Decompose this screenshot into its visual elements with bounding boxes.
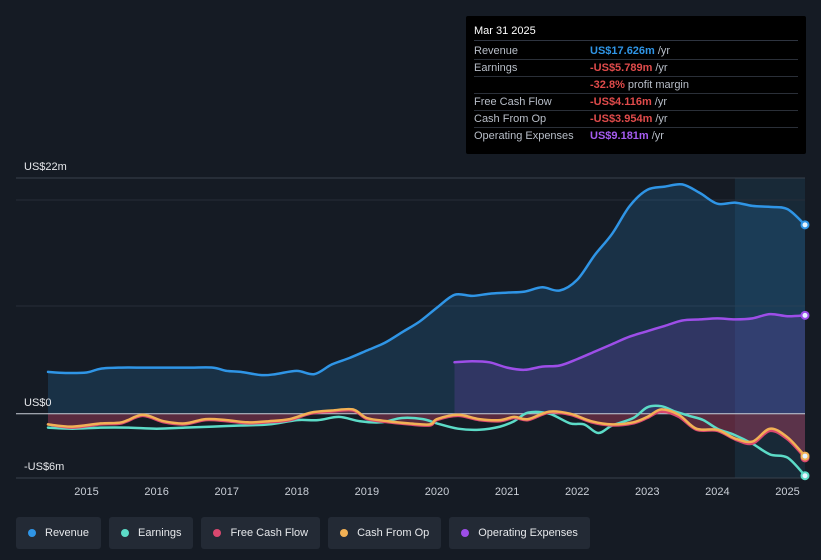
legend-dot-icon [213, 529, 222, 537]
x-tick-label: 2020 [425, 486, 449, 498]
y-axis-label-top: US$22m [24, 161, 67, 173]
chart-legend: Revenue Earnings Free Cash Flow Cash From O… [16, 517, 590, 549]
tooltip-value: US$9.181m [590, 130, 649, 142]
tooltip-value: US$17.626m [590, 45, 655, 57]
cash-from-op-line [46, 407, 807, 458]
earnings-endpoint [800, 471, 810, 481]
legend-item-free-cash-flow[interactable]: Free Cash Flow [201, 517, 321, 549]
tooltip-unit: /yr [657, 45, 671, 57]
x-tick-label: 2017 [214, 486, 238, 498]
tooltip-label: Revenue [474, 45, 519, 57]
tooltip-label [474, 77, 590, 93]
tooltip-label: Cash From Op [474, 113, 547, 125]
legend-label: Free Cash Flow [230, 527, 309, 539]
legend-label: Cash From Op [357, 527, 430, 539]
legend-dot-icon [340, 529, 349, 537]
y-axis-label-bottom: -US$6m [24, 461, 64, 473]
revenue-area [48, 184, 805, 414]
legend-label: Operating Expenses [478, 527, 578, 539]
legend-item-cash-from-op[interactable]: Cash From Op [328, 517, 442, 549]
tooltip-value: -US$3.954m [590, 113, 653, 125]
x-tick-label: 2025 [775, 486, 799, 498]
y-axis-label-zero: US$0 [24, 397, 52, 409]
x-tick-label: 2018 [285, 486, 309, 498]
tooltip-unit: profit margin [627, 79, 689, 91]
x-tick-label: 2023 [635, 486, 659, 498]
revenue-endpoint [800, 220, 810, 230]
tooltip-value: -32.8% [590, 79, 625, 91]
tooltip-row: Operating Expenses US$9.181m/yr [474, 128, 798, 144]
tooltip-value: -US$4.116m [590, 96, 652, 108]
tooltip-label: Operating Expenses [474, 130, 574, 142]
tooltip-value: -US$5.789m [590, 62, 653, 74]
x-tick-label: 2019 [355, 486, 379, 498]
tooltip-unit: /yr [655, 62, 668, 74]
x-tick-label: 2016 [144, 486, 168, 498]
tooltip-label: Earnings [474, 62, 518, 74]
legend-item-operating-expenses[interactable]: Operating Expenses [449, 517, 590, 549]
earnings-line [46, 404, 807, 477]
tooltip-unit: /yr [651, 130, 664, 142]
operating-expenses-endpoint [800, 310, 810, 320]
data-tooltip: Mar 31 2025 Revenue US$17.626m/yr Earnings… [466, 16, 806, 154]
x-tick-label: 2022 [565, 486, 589, 498]
tooltip-row: Earnings -US$5.789m/yr [474, 60, 798, 77]
tooltip-row: -32.8% profit margin [474, 77, 798, 94]
x-tick-label: 2024 [705, 486, 729, 498]
cash-from-op-endpoint [800, 451, 810, 461]
legend-item-revenue[interactable]: Revenue [16, 517, 102, 549]
legend-label: Revenue [45, 527, 90, 539]
operating-expenses-area [454, 314, 805, 414]
legend-dot-icon [121, 529, 130, 537]
tooltip-row: Free Cash Flow -US$4.116m/yr [474, 94, 798, 111]
tooltip-row: Cash From Op -US$3.954m/yr [474, 111, 798, 128]
x-tick-label: 2015 [74, 486, 98, 498]
legend-dot-icon [28, 529, 36, 537]
tooltip-label: Free Cash Flow [474, 96, 552, 108]
chart-area: US$22m US$0 -US$6m 2015 2016 2017 2018 2019 2… [16, 161, 810, 498]
tooltip-row: Revenue US$17.626m/yr [474, 43, 798, 60]
legend-item-earnings[interactable]: Earnings [109, 517, 194, 549]
operating-expenses-line [453, 312, 807, 372]
tooltip-date: Mar 31 2025 [474, 24, 798, 41]
x-tick-label: 2021 [495, 486, 519, 498]
tooltip-unit: /yr [654, 96, 667, 108]
revenue-line [46, 182, 807, 377]
legend-dot-icon [461, 529, 470, 537]
tooltip-unit: /yr [655, 113, 668, 125]
legend-label: Earnings [138, 527, 182, 539]
